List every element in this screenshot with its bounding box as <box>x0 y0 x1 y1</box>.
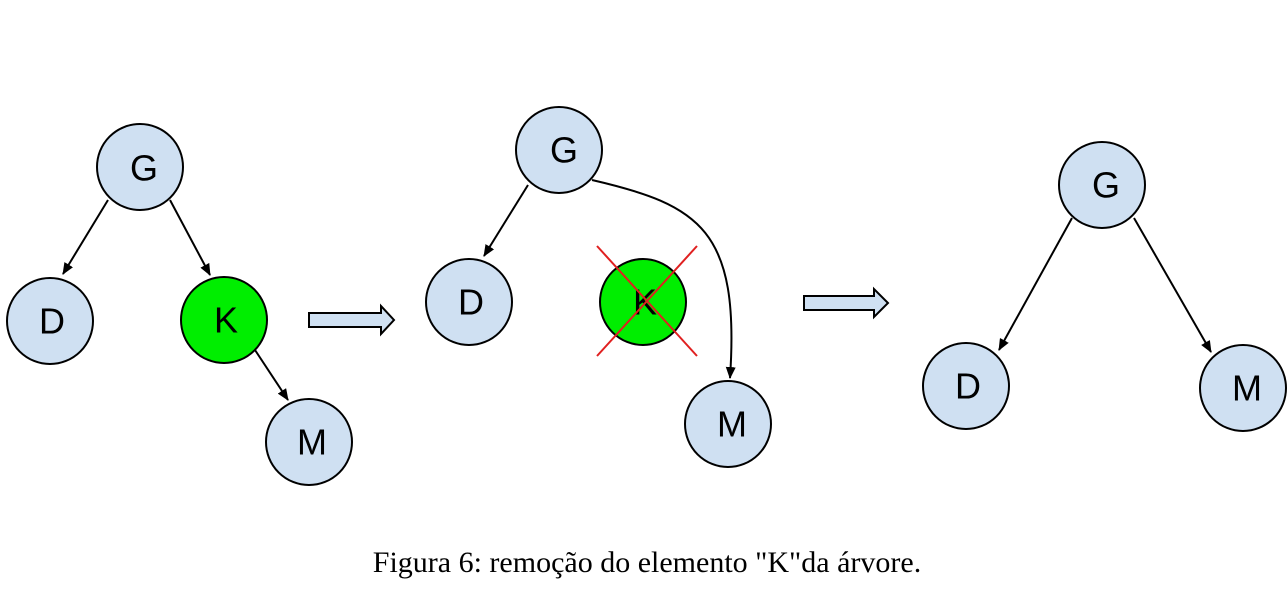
node-g: G <box>1058 141 1146 229</box>
node-m-circle <box>684 380 772 468</box>
panel-during-removal: G D K M <box>425 106 772 468</box>
edge-k-m <box>254 349 289 401</box>
step-arrow-1 <box>308 303 396 337</box>
edge-g-k <box>169 199 211 276</box>
node-m-label: M <box>1232 368 1262 409</box>
node-g: G <box>515 106 603 194</box>
node-m: M <box>1199 344 1287 432</box>
edge-g-d <box>998 217 1073 351</box>
node-d-label: D <box>458 282 484 323</box>
node-g-circle <box>96 123 184 211</box>
node-m-circle <box>1199 344 1287 432</box>
node-m-circle <box>265 398 353 486</box>
node-d: D <box>425 258 513 346</box>
node-g: G <box>96 123 184 211</box>
node-d-circle <box>425 258 513 346</box>
node-k-highlighted: K <box>180 276 268 364</box>
node-k-label: K <box>214 300 238 341</box>
edge-g-m <box>591 179 736 379</box>
step-arrow-2 <box>803 286 890 320</box>
node-d: D <box>922 342 1010 430</box>
node-d-label: D <box>955 366 981 407</box>
removal-cross-line-2 <box>596 245 698 357</box>
node-g-label: G <box>550 130 578 171</box>
node-m-label: M <box>717 404 747 445</box>
node-m: M <box>684 380 772 468</box>
node-k-circle <box>180 276 268 364</box>
node-g-circle <box>515 106 603 194</box>
edge-g-d <box>62 199 109 275</box>
node-d-circle <box>6 277 94 365</box>
panel-after-removal: G D M <box>922 141 1287 432</box>
node-d: D <box>6 277 94 365</box>
node-m: M <box>265 398 353 486</box>
node-k-removed: K <box>596 245 698 357</box>
node-g-circle <box>1058 141 1146 229</box>
node-m-label: M <box>297 422 327 463</box>
node-d-circle <box>922 342 1010 430</box>
node-g-label: G <box>130 148 158 189</box>
edge-g-d <box>483 184 529 257</box>
panel-before-removal: G D K M <box>6 123 353 486</box>
node-g-label: G <box>1092 165 1120 206</box>
figure-caption: Figura 6: remoção do elemento "K"da árvo… <box>373 546 921 579</box>
node-d-label: D <box>39 301 65 342</box>
edge-g-m <box>1133 217 1212 353</box>
